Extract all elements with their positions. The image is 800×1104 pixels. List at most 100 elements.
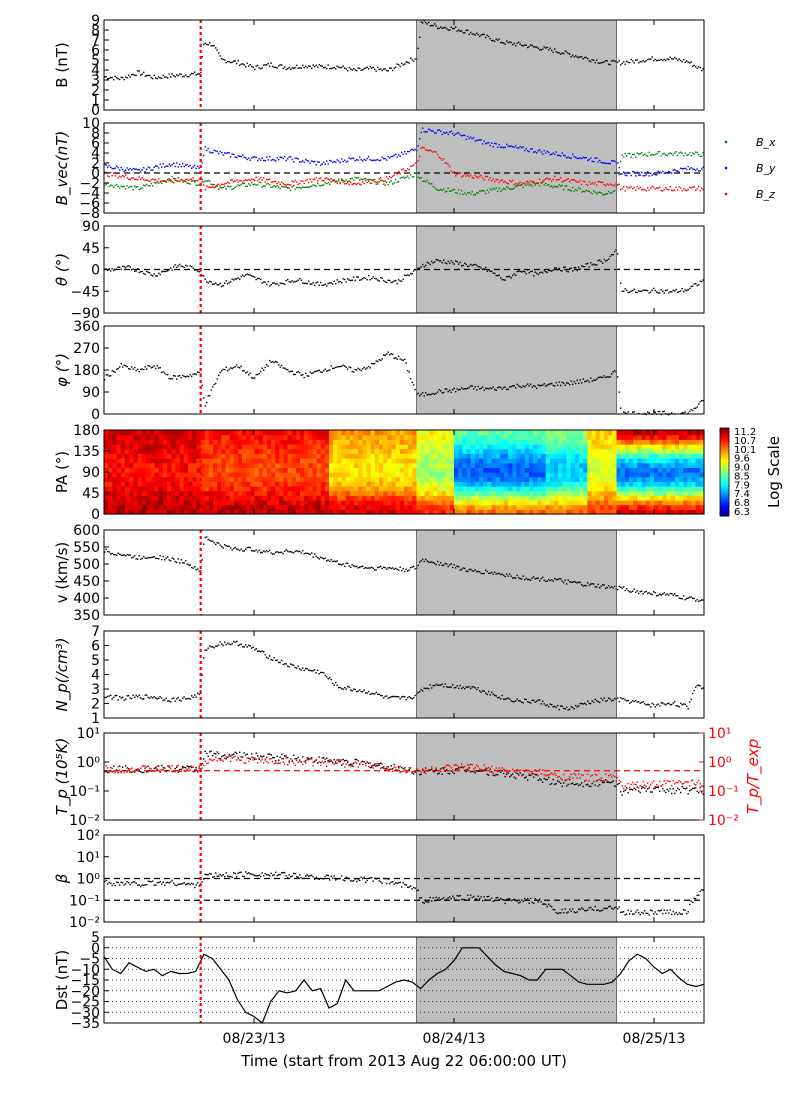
data-point (530, 184, 531, 185)
data-point (647, 411, 648, 412)
data-point (659, 411, 660, 412)
data-point (217, 49, 218, 50)
heatmap-cell (221, 500, 226, 505)
data-point (317, 281, 318, 282)
data-point (116, 268, 117, 269)
heatmap-cell (475, 486, 480, 491)
heatmap-cell (537, 467, 542, 472)
heatmap-cell (159, 444, 164, 449)
heatmap-cell (387, 495, 392, 500)
data-point (424, 131, 425, 132)
data-point (544, 179, 545, 180)
data-point (145, 274, 146, 275)
heatmap-cell (167, 463, 172, 468)
heatmap-cell (412, 435, 417, 440)
heatmap-cell (533, 491, 538, 496)
heatmap-cell (637, 477, 642, 482)
data-point (490, 387, 491, 388)
heatmap-cell (205, 439, 210, 444)
data-point (247, 159, 248, 160)
heatmap-cell (150, 491, 155, 496)
data-point (670, 186, 671, 187)
heatmap-cell (492, 472, 497, 477)
data-point (134, 168, 135, 169)
data-point (688, 166, 689, 167)
data-point (121, 269, 122, 270)
data-point (469, 192, 470, 193)
heatmap-cell (437, 477, 442, 482)
heatmap-cell (367, 495, 372, 500)
data-point (644, 154, 645, 155)
heatmap-cell (121, 505, 126, 510)
data-point (452, 389, 453, 390)
data-point (443, 392, 444, 393)
heatmap-cell (646, 472, 651, 477)
data-point (605, 260, 606, 261)
heatmap-cell (205, 481, 210, 486)
data-point (346, 281, 347, 282)
data-point (349, 184, 350, 185)
data-point (545, 271, 546, 272)
heatmap-cell (226, 430, 231, 435)
heatmap-cell (446, 467, 451, 472)
data-point (328, 283, 329, 284)
heatmap-cell (121, 491, 126, 496)
data-point (155, 179, 156, 180)
data-point (233, 181, 234, 182)
heatmap-cell (383, 477, 388, 482)
heatmap-cell (521, 453, 526, 458)
heatmap-cell (542, 481, 547, 486)
data-point (149, 75, 150, 76)
heatmap-cell (304, 439, 309, 444)
heatmap-cell (587, 505, 592, 510)
legend-marker (725, 193, 728, 196)
data-point (569, 268, 570, 269)
data-point (145, 180, 146, 181)
heatmap-cell (358, 435, 363, 440)
heatmap-cell (537, 491, 542, 496)
heatmap-cell (267, 435, 272, 440)
data-point (670, 291, 671, 292)
heatmap-cell (662, 495, 667, 500)
data-point (377, 361, 378, 362)
data-point (115, 175, 116, 176)
data-point (301, 280, 302, 281)
heatmap-cell (587, 444, 592, 449)
data-point (379, 69, 380, 70)
heatmap-cell (342, 444, 347, 449)
data-point (547, 272, 548, 273)
heatmap-cell (230, 453, 235, 458)
data-point (563, 155, 564, 156)
heatmap-cell (242, 449, 247, 454)
heatmap-cell (167, 477, 172, 482)
heatmap-cell (342, 453, 347, 458)
heatmap-cell (296, 505, 301, 510)
data-point (161, 271, 162, 272)
data-point (331, 365, 332, 366)
data-point (493, 178, 494, 179)
data-point (701, 281, 702, 282)
heatmap-cell (454, 491, 459, 496)
heatmap-cell (579, 430, 584, 435)
heatmap-cell (512, 495, 517, 500)
heatmap-cell (205, 458, 210, 463)
heatmap-cell (392, 463, 397, 468)
data-point (670, 57, 671, 58)
data-point (628, 187, 629, 188)
data-point (404, 170, 405, 171)
heatmap-cell (487, 453, 492, 458)
heatmap-cell (662, 472, 667, 477)
heatmap-cell (462, 486, 467, 491)
heatmap-cell (583, 444, 588, 449)
heatmap-cell (621, 458, 626, 463)
heatmap-cell (546, 458, 551, 463)
heatmap-cell (300, 505, 305, 510)
heatmap-cell (217, 486, 222, 491)
data-point (139, 70, 140, 71)
data-point (157, 166, 158, 167)
heatmap-cell (133, 453, 138, 458)
data-point (430, 25, 431, 26)
data-point (674, 169, 675, 170)
data-point (209, 187, 210, 188)
data-point (689, 152, 690, 153)
